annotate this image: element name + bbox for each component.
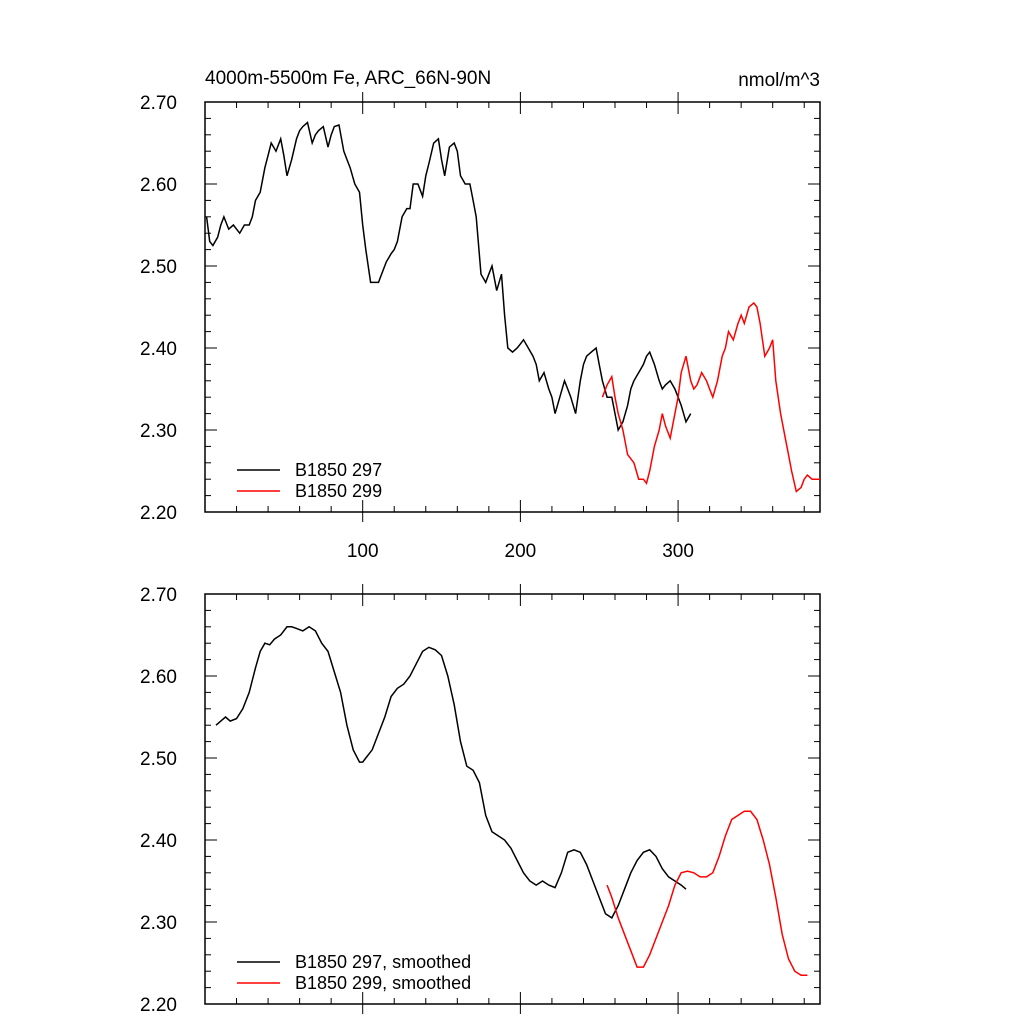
y-tick-label: 2.50 bbox=[140, 749, 177, 770]
x-tick-label: 300 bbox=[662, 541, 694, 562]
plot-frame bbox=[204, 101, 821, 513]
axis-ticks bbox=[205, 92, 820, 522]
axis-ticks bbox=[205, 584, 820, 1014]
legend: B1850 297 B1850 299 bbox=[237, 460, 382, 501]
y-tick-label: 2.70 bbox=[140, 93, 177, 114]
legend: B1850 297, smoothed B1850 299, smoothed bbox=[237, 952, 471, 993]
series-line-b1850-297 bbox=[205, 121, 692, 433]
y-tick-label: 2.30 bbox=[140, 913, 177, 934]
y-tick-label: 2.60 bbox=[140, 667, 177, 688]
y-tick-label: 2.20 bbox=[140, 503, 177, 524]
y-tick-label: 2.40 bbox=[140, 831, 177, 852]
y-tick-label: 2.40 bbox=[140, 339, 177, 360]
upper-panel: 4000m-5500m Fe, ARC_66N-90N nmol/m^3 2.7… bbox=[140, 68, 821, 562]
y-tick-label: 2.20 bbox=[140, 995, 177, 1016]
legend-label-b1850-297-smoothed: B1850 297, smoothed bbox=[295, 952, 471, 972]
y-axis-tick-labels: 2.70 2.60 2.50 2.40 2.30 2.20 bbox=[140, 585, 177, 1016]
legend-label-b1850-297: B1850 297 bbox=[295, 460, 382, 480]
series-line-b1850-297-smoothed bbox=[215, 625, 687, 919]
y-tick-label: 2.60 bbox=[140, 175, 177, 196]
series-line-b1850-299-smoothed bbox=[606, 810, 808, 977]
legend-label-b1850-299-smoothed: B1850 299, smoothed bbox=[295, 973, 471, 993]
x-axis-tick-labels: 100 200 300 bbox=[347, 541, 694, 562]
lower-panel: 2.70 2.60 2.50 2.40 2.30 2.20 B1850 297,… bbox=[140, 584, 821, 1016]
series-line-b1850-299 bbox=[601, 301, 820, 493]
units-label: nmol/m^3 bbox=[738, 70, 820, 91]
y-tick-label: 2.70 bbox=[140, 585, 177, 606]
plot-frame bbox=[204, 593, 821, 1005]
y-tick-label: 2.50 bbox=[140, 257, 177, 278]
x-tick-label: 100 bbox=[347, 541, 379, 562]
legend-label-b1850-299: B1850 299 bbox=[295, 481, 382, 501]
x-tick-label: 200 bbox=[505, 541, 537, 562]
y-axis-tick-labels: 2.70 2.60 2.50 2.40 2.30 2.20 bbox=[140, 93, 177, 524]
chart-title: 4000m-5500m Fe, ARC_66N-90N bbox=[205, 68, 491, 89]
y-tick-label: 2.30 bbox=[140, 421, 177, 442]
